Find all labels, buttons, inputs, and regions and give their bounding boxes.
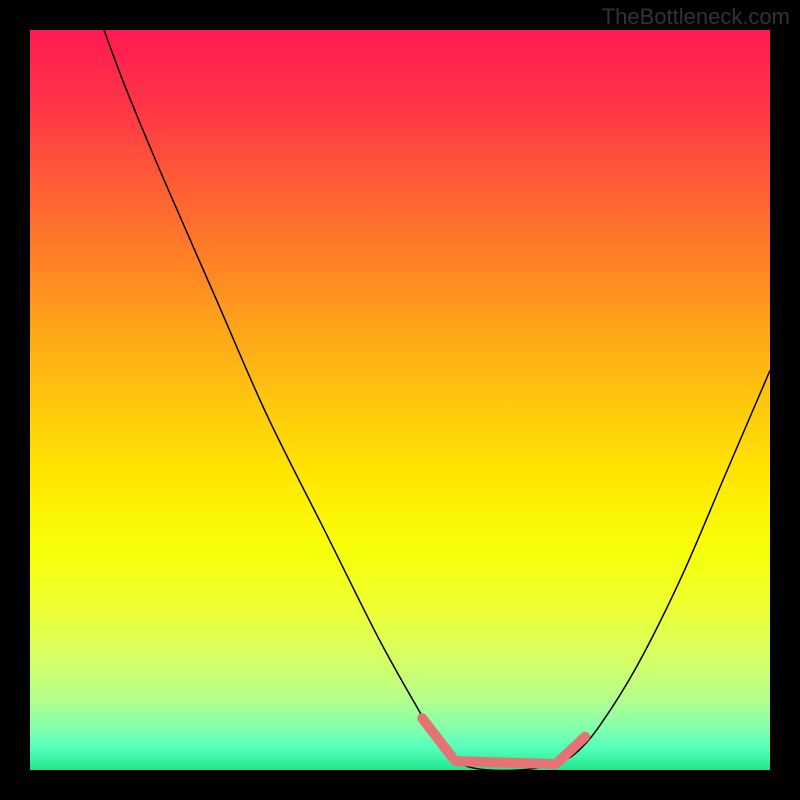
bottleneck-chart [0,0,800,800]
watermark-text: TheBottleneck.com [602,4,790,30]
chart-background-gradient [30,30,770,770]
highlight-segment [456,761,556,764]
